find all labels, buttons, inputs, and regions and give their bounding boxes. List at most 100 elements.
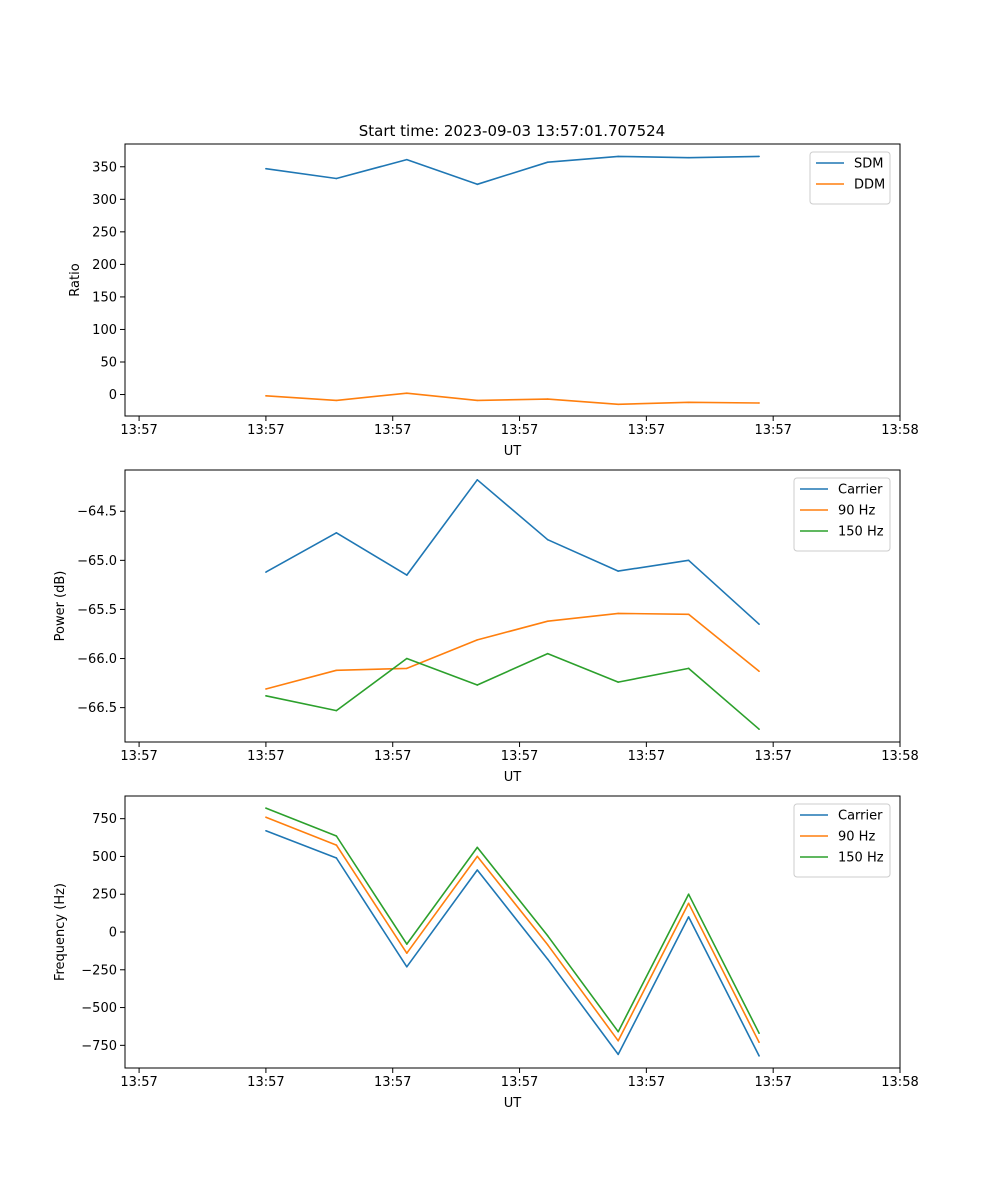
x-tick-label: 13:57 bbox=[501, 749, 538, 764]
legend: Carrier 90 Hz 150 Hz bbox=[793, 803, 891, 878]
x-tick-label: 13:57 bbox=[628, 1075, 665, 1090]
data-point bbox=[335, 857, 338, 859]
x-tick-label: 13:57 bbox=[501, 423, 538, 438]
data-point bbox=[406, 943, 408, 945]
y-tick-label: 300 bbox=[92, 193, 117, 208]
data-point bbox=[617, 1053, 619, 1056]
data-point bbox=[617, 1030, 619, 1033]
data-point bbox=[476, 183, 479, 186]
data-point bbox=[546, 934, 549, 937]
data-point bbox=[265, 829, 267, 832]
legend-box bbox=[793, 477, 891, 552]
data-point bbox=[406, 965, 408, 968]
x-tick-label: 13:57 bbox=[628, 423, 665, 438]
data-point bbox=[476, 846, 479, 849]
data-point bbox=[335, 399, 338, 402]
data-point bbox=[758, 402, 760, 404]
legend-label: Carrier bbox=[838, 809, 883, 824]
data-point bbox=[476, 479, 479, 481]
data-point bbox=[335, 844, 338, 846]
x-tick-label: 13:57 bbox=[120, 749, 157, 764]
data-point bbox=[687, 667, 690, 670]
y-tick-label: 200 bbox=[92, 258, 117, 273]
data-point bbox=[335, 835, 338, 837]
y-tick-label: −65.0 bbox=[77, 554, 117, 569]
data-point bbox=[758, 1032, 760, 1035]
series-line-90-hz bbox=[265, 816, 760, 1043]
x-tick-label: 13:57 bbox=[374, 423, 411, 438]
y-tick-label: 350 bbox=[92, 160, 117, 175]
data-point bbox=[265, 167, 267, 170]
y-tick-label: 250 bbox=[92, 225, 117, 240]
data-point bbox=[687, 916, 690, 918]
data-point bbox=[335, 532, 338, 534]
data-point bbox=[546, 652, 549, 655]
y-axis-label: Power (dB) bbox=[53, 571, 68, 642]
figure-title: Start time: 2023-09-03 13:57:01.707524 bbox=[359, 122, 665, 140]
legend-label: 90 Hz bbox=[838, 504, 875, 519]
y-tick-label: −500 bbox=[81, 1001, 117, 1016]
data-point bbox=[687, 156, 690, 159]
x-tick-label: 13:57 bbox=[120, 423, 157, 438]
data-point bbox=[546, 398, 549, 400]
x-tick-label: 13:57 bbox=[501, 1075, 538, 1090]
legend-label: 150 Hz bbox=[838, 851, 884, 866]
y-tick-label: 500 bbox=[92, 850, 117, 865]
series-line-carrier bbox=[265, 830, 760, 1057]
data-point bbox=[406, 952, 408, 954]
data-point bbox=[617, 612, 619, 615]
data-point bbox=[546, 944, 549, 946]
data-point bbox=[617, 570, 619, 572]
data-point bbox=[546, 958, 549, 960]
x-tick-label: 13:57 bbox=[628, 749, 665, 764]
legend-label: DDM bbox=[854, 178, 885, 193]
data-point bbox=[406, 392, 408, 395]
y-tick-label: 250 bbox=[92, 888, 117, 903]
y-tick-label: −66.0 bbox=[77, 652, 117, 667]
data-point bbox=[406, 667, 408, 670]
legend: Carrier 90 Hz 150 Hz bbox=[793, 477, 891, 552]
data-point bbox=[758, 1041, 760, 1044]
data-point bbox=[758, 155, 760, 158]
data-point bbox=[265, 695, 267, 697]
frequency-plot: 13:57 13:57 13:57 13:57 13:57 13:57 13:58 −750 −… bbox=[53, 795, 919, 1111]
data-point bbox=[265, 688, 267, 690]
x-tick-label: 13:57 bbox=[754, 1075, 791, 1090]
data-point bbox=[406, 158, 408, 161]
x-tick-label: 13:57 bbox=[374, 1075, 411, 1090]
data-point bbox=[476, 855, 479, 858]
data-point bbox=[758, 670, 760, 673]
series-line-sdm bbox=[265, 155, 760, 186]
x-tick-label: 13:58 bbox=[881, 749, 918, 764]
series-line-150-hz bbox=[265, 652, 760, 730]
y-tick-label: −250 bbox=[81, 963, 117, 978]
plot-frame bbox=[124, 469, 901, 743]
y-tick-label: 0 bbox=[109, 388, 117, 403]
legend-box bbox=[793, 803, 891, 878]
x-tick-label: 13:57 bbox=[754, 749, 791, 764]
data-point bbox=[687, 902, 690, 905]
data-point bbox=[476, 639, 479, 641]
x-tick-label: 13:57 bbox=[247, 1075, 284, 1090]
legend: SDM DDM bbox=[809, 151, 891, 205]
data-point bbox=[265, 807, 267, 809]
data-point bbox=[546, 538, 549, 541]
data-point bbox=[476, 684, 479, 686]
x-tick-label: 13:57 bbox=[754, 423, 791, 438]
data-point bbox=[687, 893, 690, 896]
data-point bbox=[758, 1055, 760, 1057]
x-tick-label: 13:58 bbox=[881, 423, 918, 438]
y-tick-label: 750 bbox=[92, 812, 117, 827]
legend-label: 90 Hz bbox=[838, 830, 875, 845]
data-point bbox=[687, 401, 690, 404]
y-tick-label: −750 bbox=[81, 1039, 117, 1054]
data-point bbox=[617, 1040, 619, 1042]
data-point bbox=[476, 399, 479, 402]
data-point bbox=[687, 559, 690, 562]
y-axis-label: Frequency (Hz) bbox=[53, 883, 68, 981]
x-axis-label: UT bbox=[504, 444, 522, 459]
data-point bbox=[546, 620, 549, 623]
ratio-plot: 13:57 13:57 13:57 13:57 13:57 13:57 13:58 0 50 10… bbox=[68, 143, 919, 459]
power-plot: 13:57 13:57 13:57 13:57 13:57 13:57 13:58 −66.5… bbox=[53, 469, 919, 785]
y-tick-label: −64.5 bbox=[77, 505, 117, 520]
